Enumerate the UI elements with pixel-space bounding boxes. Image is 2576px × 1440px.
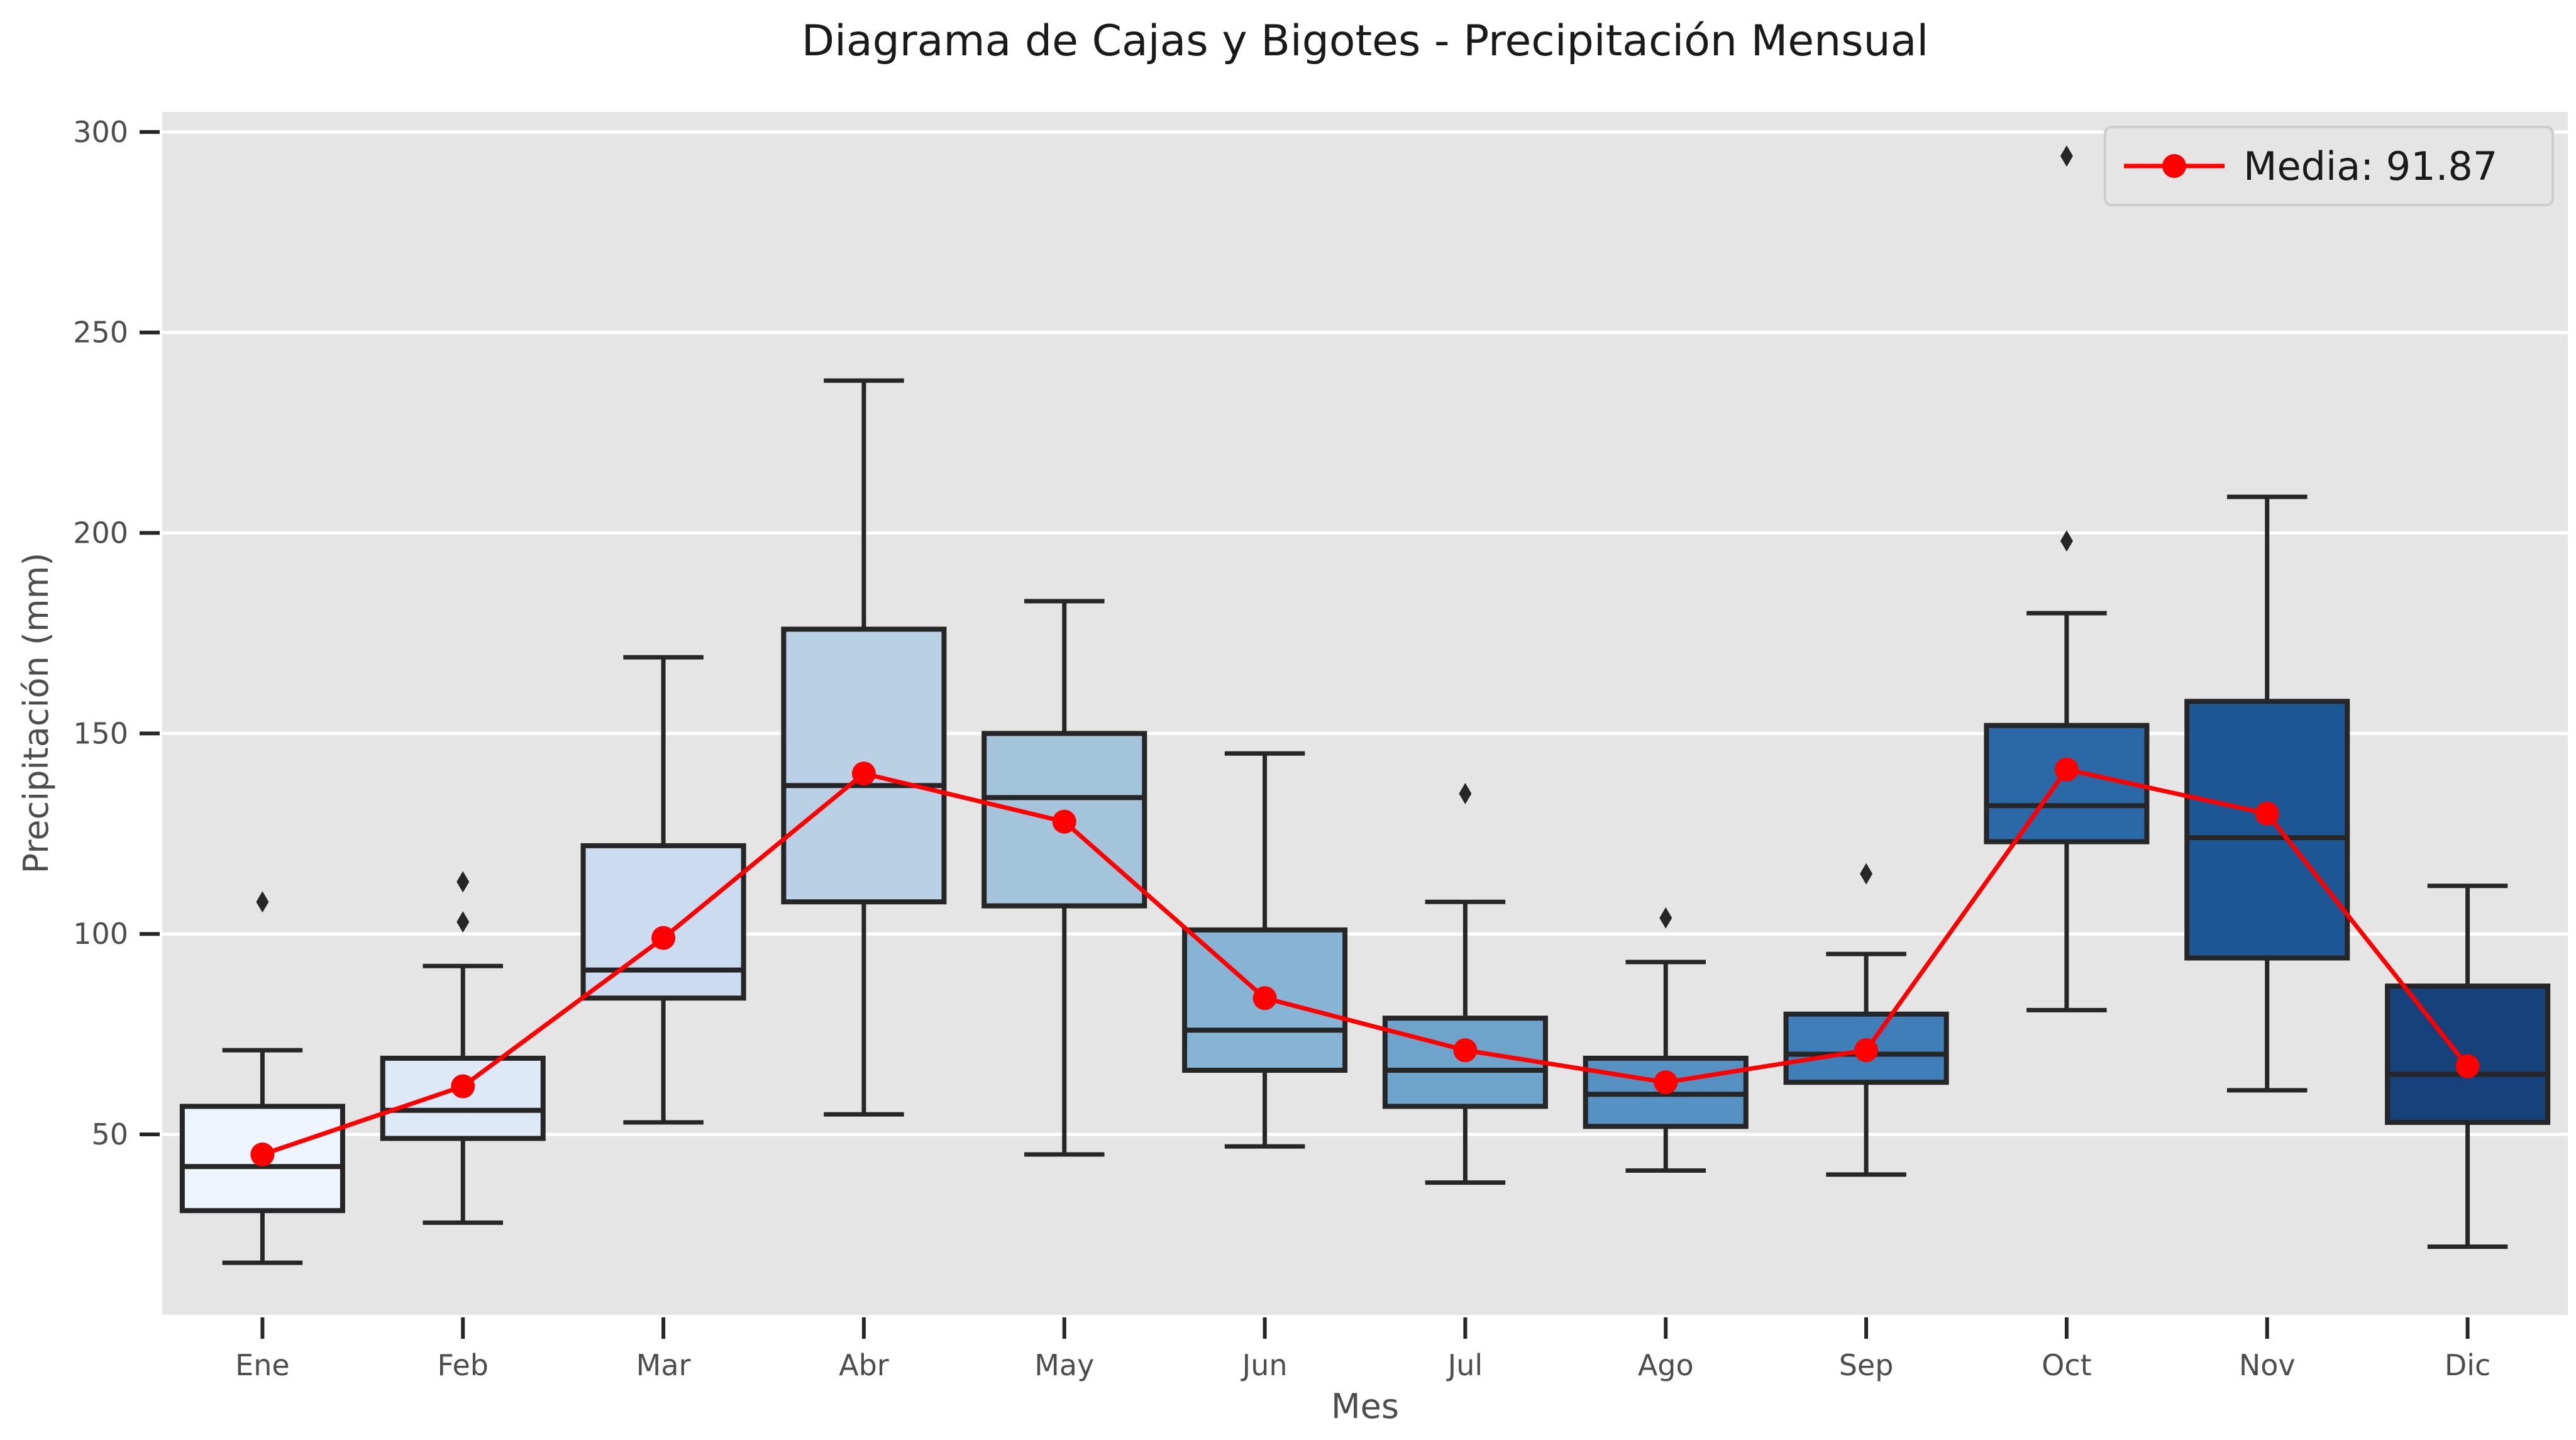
outlier-point: [2060, 530, 2073, 552]
mean-point-Ago: [1654, 1070, 1678, 1095]
x-tick-label-Sep: Sep: [1839, 1348, 1894, 1382]
y-tick-label-100: 100: [73, 917, 128, 951]
box-rect: [1984, 723, 2150, 845]
x-tick-label-Dic: Dic: [2445, 1348, 2491, 1382]
chart-title: Diagrama de Cajas y Bigotes - Precipitac…: [802, 16, 1929, 66]
mean-line: [262, 767, 2470, 1157]
mean-point-Jul: [1453, 1038, 1478, 1063]
box-rect: [1382, 1016, 1548, 1109]
outlier-point: [1860, 863, 1873, 885]
mean-point-Oct: [2054, 757, 2079, 782]
box-rect: [2184, 699, 2350, 961]
legend: Media: 91.87: [2104, 126, 2554, 206]
box-Mar: [580, 655, 746, 1125]
box-Oct: [1984, 145, 2150, 1012]
x-tick-label-Jun: Jun: [1241, 1348, 1288, 1382]
x-tick-label-Abr: Abr: [839, 1348, 889, 1382]
legend-marker: [2162, 154, 2186, 178]
mean-point-May: [1052, 809, 1076, 834]
x-axis: Ene Feb Mar Abr May Jun Jul Ago Sep Oct Nov Dic: [235, 1317, 2490, 1382]
legend-label: Media: 91.87: [2243, 143, 2497, 189]
x-tick-label-Jul: Jul: [1446, 1348, 1483, 1382]
mean-point-Jun: [1252, 986, 1277, 1011]
y-tick-label-50: 50: [91, 1117, 128, 1151]
mean-series: [250, 757, 2480, 1166]
outlier-point: [256, 891, 269, 913]
y-axis: 50 100 150 200 250 300: [73, 115, 160, 1151]
mean-point-Sep: [1854, 1038, 1879, 1063]
x-tick-label-Oct: Oct: [2042, 1348, 2092, 1382]
outlier-point: [1459, 783, 1472, 805]
x-axis-label: Mes: [1331, 1387, 1399, 1426]
box-rect: [380, 1055, 546, 1141]
mean-point-Feb: [451, 1074, 475, 1099]
outlier-point: [456, 871, 470, 893]
mean-point-Ene: [250, 1142, 275, 1166]
y-tick-label-250: 250: [73, 316, 128, 350]
mean-point-Nov: [2255, 801, 2279, 826]
mean-point-Dic: [2455, 1054, 2480, 1078]
mean-point-Abr: [851, 762, 876, 786]
x-tick-label-Ene: Ene: [235, 1348, 290, 1382]
outlier-point: [2060, 145, 2073, 167]
x-tick-label-Feb: Feb: [438, 1348, 489, 1382]
y-tick-label-150: 150: [73, 716, 128, 750]
mean-point-Mar: [651, 926, 676, 950]
box-Feb: [380, 871, 546, 1225]
legend-frame: [2104, 126, 2554, 206]
y-tick-label-300: 300: [73, 115, 128, 149]
box-Sep: [1783, 863, 1949, 1177]
outlier-point: [456, 911, 470, 933]
x-tick-label-May: May: [1034, 1348, 1094, 1382]
x-tick-label-Nov: Nov: [2239, 1348, 2296, 1382]
box-series: [179, 145, 2551, 1265]
y-tick-label-200: 200: [73, 516, 128, 550]
outlier-point: [1659, 907, 1672, 929]
box-Nov: [2184, 494, 2350, 1093]
x-tick-label-Mar: Mar: [636, 1348, 691, 1382]
plot-background: [162, 112, 2568, 1315]
box-rect: [580, 843, 746, 1001]
box-rect: [2385, 983, 2551, 1125]
y-axis-label: Precipitación (mm): [16, 553, 56, 874]
box-Dic: [2385, 883, 2551, 1249]
x-tick-label-Ago: Ago: [1638, 1348, 1694, 1382]
